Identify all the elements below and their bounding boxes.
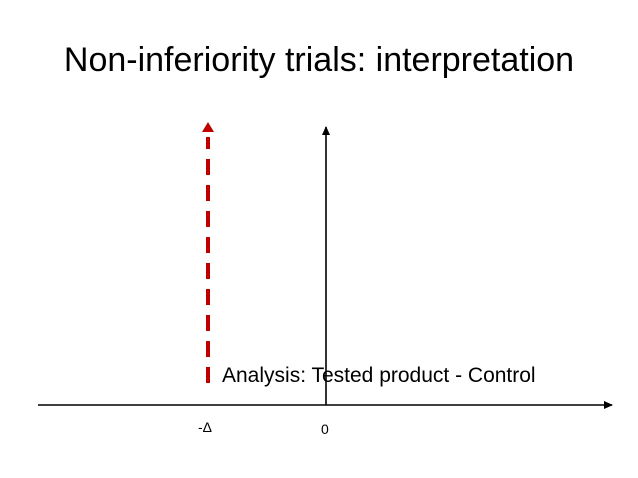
analysis-label: Analysis: Tested product - Control: [222, 364, 536, 387]
zero-tick-label: 0: [321, 421, 329, 437]
margin-arrowhead: [202, 122, 214, 132]
margin-tick-label: -Δ: [198, 419, 213, 435]
slide-title: Non-inferiority trials: interpretation: [63, 41, 575, 79]
